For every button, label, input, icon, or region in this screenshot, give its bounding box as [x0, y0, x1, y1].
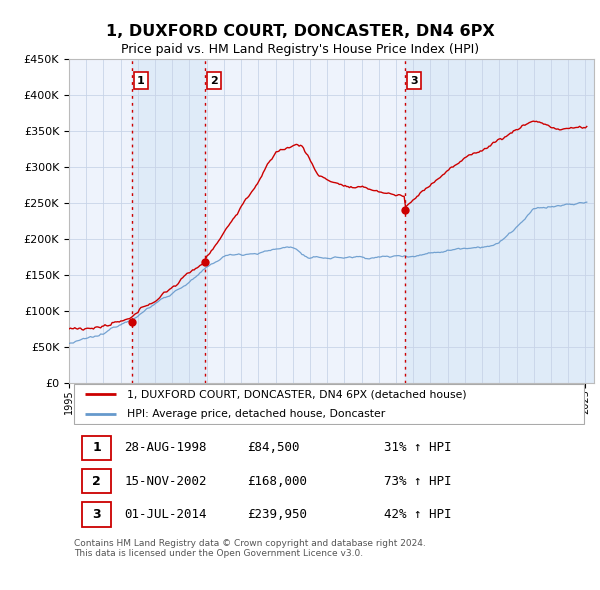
Text: 1, DUXFORD COURT, DONCASTER, DN4 6PX (detached house): 1, DUXFORD COURT, DONCASTER, DN4 6PX (de… [127, 389, 466, 399]
Text: 1, DUXFORD COURT, DONCASTER, DN4 6PX: 1, DUXFORD COURT, DONCASTER, DN4 6PX [106, 24, 494, 38]
Text: 1: 1 [137, 76, 145, 86]
Bar [404, 59, 594, 383]
Text: Contains HM Land Registry data © Crown copyright and database right 2024.
This d: Contains HM Land Registry data © Crown c… [74, 539, 426, 558]
Bar [132, 59, 205, 383]
Text: 01-JUL-2014: 01-JUL-2014 [124, 508, 206, 521]
FancyBboxPatch shape [74, 384, 583, 424]
Text: 31% ↑ HPI: 31% ↑ HPI [384, 441, 452, 454]
Text: 42% ↑ HPI: 42% ↑ HPI [384, 508, 452, 521]
Text: 15-NOV-2002: 15-NOV-2002 [124, 475, 206, 488]
Text: Price paid vs. HM Land Registry's House Price Index (HPI): Price paid vs. HM Land Registry's House … [121, 43, 479, 56]
Text: HPI: Average price, detached house, Doncaster: HPI: Average price, detached house, Donc… [127, 409, 385, 419]
FancyBboxPatch shape [82, 435, 111, 460]
Text: £84,500: £84,500 [248, 441, 300, 454]
Text: £239,950: £239,950 [248, 508, 308, 521]
Text: 3: 3 [410, 76, 418, 86]
Text: 28-AUG-1998: 28-AUG-1998 [124, 441, 206, 454]
Text: 2: 2 [92, 475, 101, 488]
Text: 73% ↑ HPI: 73% ↑ HPI [384, 475, 452, 488]
Text: 1: 1 [92, 441, 101, 454]
FancyBboxPatch shape [82, 469, 111, 493]
Text: 3: 3 [92, 508, 101, 521]
Text: 2: 2 [210, 76, 218, 86]
Text: £168,000: £168,000 [248, 475, 308, 488]
FancyBboxPatch shape [82, 502, 111, 527]
